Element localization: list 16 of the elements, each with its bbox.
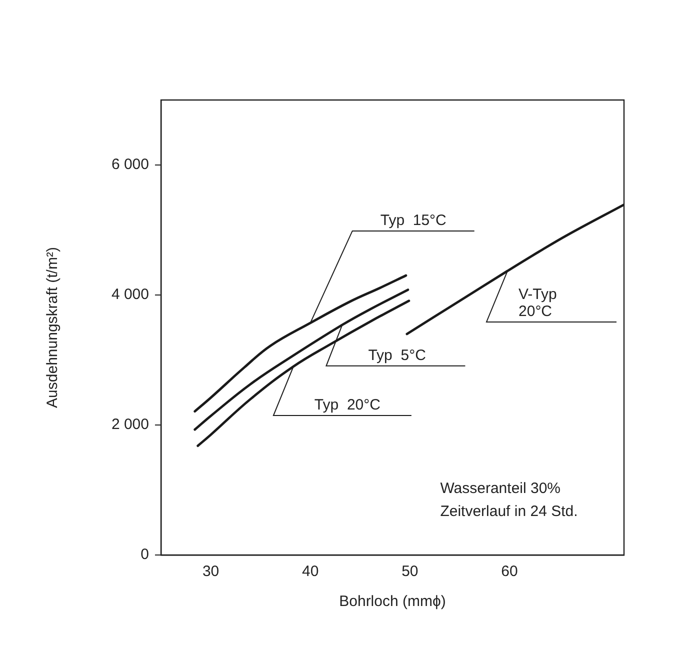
annotation: Zeitverlauf in 24 Std.	[440, 503, 578, 520]
x-tick-label: 60	[501, 563, 518, 580]
x-tick-label: 50	[402, 563, 418, 580]
text: Typ 5°C	[368, 346, 426, 364]
text: Typ 15°C	[380, 212, 447, 229]
annotation: Wasseranteil 30%	[440, 480, 561, 497]
x-tick-label: 30	[202, 563, 220, 580]
y-axis-title: Ausdehnungskraft (t/m²)	[44, 247, 62, 408]
y-tick-label: 0	[140, 546, 149, 564]
y-tick-label: 6 000	[111, 156, 149, 174]
series-label: V-Typ 20°C	[518, 286, 557, 320]
x-axis-title: Bohrloch (mmϕ)	[339, 593, 446, 610]
y-tick-label: 4 000	[111, 286, 149, 304]
x-tick-label: 40	[302, 563, 319, 580]
y-tick-label: 2 000	[111, 416, 149, 434]
text: Typ 20°C	[314, 396, 381, 414]
